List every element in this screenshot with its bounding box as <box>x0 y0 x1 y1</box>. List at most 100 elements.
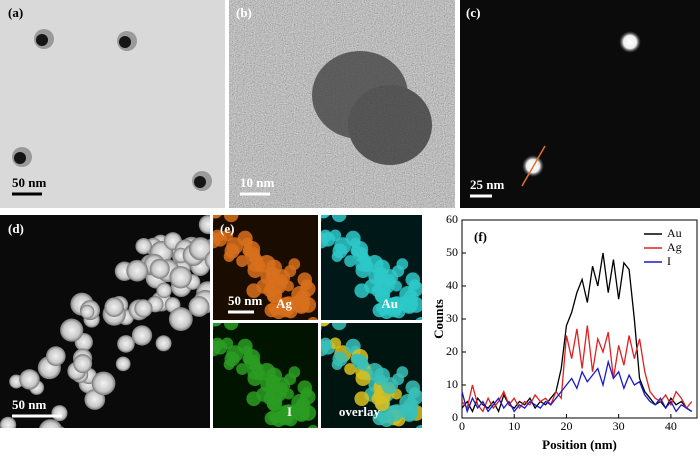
nanoparticle <box>80 304 95 319</box>
map-cluster <box>213 215 318 320</box>
series-line <box>461 325 693 413</box>
map-particle <box>350 245 362 257</box>
map-particle <box>213 215 221 219</box>
map-cluster <box>321 323 422 428</box>
nanoparticle <box>91 371 116 396</box>
y-axis-title: Counts <box>431 299 446 339</box>
map-particle <box>242 245 254 257</box>
map-particle <box>331 323 347 331</box>
x-tick-label: 10 <box>508 419 520 433</box>
map-particle <box>292 402 310 421</box>
map-particle <box>354 283 370 299</box>
map-particle <box>292 294 310 313</box>
y-tick-label: 50 <box>446 245 458 259</box>
map-particle <box>400 402 418 421</box>
map-particle <box>213 229 225 243</box>
map-particle <box>386 296 404 314</box>
x-axis-title: Position (nm) <box>542 437 617 452</box>
map-particle <box>321 217 322 223</box>
map-particle <box>405 272 421 287</box>
map-particle <box>355 370 371 386</box>
map-particle <box>242 353 254 365</box>
map-particle <box>321 229 333 243</box>
map-particle <box>246 391 262 407</box>
panel-label: (b) <box>236 5 252 20</box>
map-particle <box>392 265 405 278</box>
map-particle <box>321 325 322 331</box>
y-tick-label: 10 <box>446 377 458 391</box>
map-particle <box>221 229 234 242</box>
nanoparticle <box>198 215 210 235</box>
particle <box>36 34 48 46</box>
map-particle <box>392 373 405 386</box>
particle <box>194 176 206 188</box>
map-particle <box>350 353 362 365</box>
nanoparticle <box>60 318 84 342</box>
panel-label: (a) <box>8 5 23 20</box>
particle <box>348 85 432 165</box>
chart-title: (f) <box>474 229 487 244</box>
scale-bar-label: 50 nm <box>228 293 262 308</box>
x-tick-label: 40 <box>665 419 677 433</box>
map-particle <box>400 294 418 313</box>
nanoparticle <box>204 251 210 269</box>
y-tick-label: 40 <box>446 278 458 292</box>
y-tick-label: 60 <box>446 212 458 226</box>
map-particle <box>374 396 390 412</box>
nanoparticle <box>39 419 63 428</box>
map-particle <box>321 337 333 351</box>
map-cluster <box>213 323 318 428</box>
map-particle <box>223 323 239 331</box>
x-tick-label: 30 <box>613 419 625 433</box>
scale-bar-label: 25 nm <box>470 177 504 192</box>
x-tick-label: 20 <box>560 419 572 433</box>
nanoparticle <box>135 237 152 255</box>
nanoparticle <box>50 425 65 428</box>
map-particle <box>355 262 371 278</box>
particle <box>119 36 131 48</box>
nanoparticle <box>0 416 17 428</box>
map-particle <box>297 380 313 395</box>
scale-bar-label: 50 nm <box>12 397 46 412</box>
panel-label: (e) <box>220 221 234 236</box>
plot-area <box>461 219 698 419</box>
map-particle <box>321 323 329 327</box>
nanoparticle <box>168 307 193 332</box>
nanoparticle <box>46 346 66 366</box>
map-particle <box>278 296 296 314</box>
map-particle <box>329 337 342 350</box>
nanoparticle <box>131 325 153 346</box>
scale-bar-label: 50 nm <box>12 175 46 190</box>
map-particle <box>266 396 282 412</box>
panel-c-image <box>460 0 700 208</box>
nanoparticle <box>149 258 170 279</box>
panel-label: (d) <box>8 221 24 236</box>
map-particle <box>332 243 348 259</box>
map-particle <box>266 288 282 304</box>
map-particle <box>278 404 296 422</box>
map-particle <box>213 323 221 327</box>
map-particle <box>415 424 422 428</box>
nanoparticle <box>188 237 210 261</box>
nanoparticle <box>104 297 124 317</box>
map-particle <box>329 229 342 242</box>
map-particle <box>221 337 234 350</box>
nanoparticle <box>51 405 68 422</box>
map-particle <box>415 316 422 320</box>
nanoparticle <box>134 299 153 318</box>
legend-label: Ag <box>667 240 682 254</box>
map-particle <box>247 262 263 278</box>
map-label: overlay <box>339 404 381 419</box>
nanoparticle <box>126 259 149 282</box>
panel-b-particle <box>312 51 432 165</box>
particle <box>14 152 26 164</box>
map-particle <box>213 325 214 331</box>
map-particle <box>236 255 249 267</box>
map-particle <box>236 363 249 375</box>
y-tick-label: 0 <box>452 410 458 424</box>
map-particle <box>344 255 357 267</box>
series-line <box>461 252 693 414</box>
panel-label: (c) <box>466 5 480 20</box>
scale-bar-label: 10 nm <box>240 175 274 190</box>
